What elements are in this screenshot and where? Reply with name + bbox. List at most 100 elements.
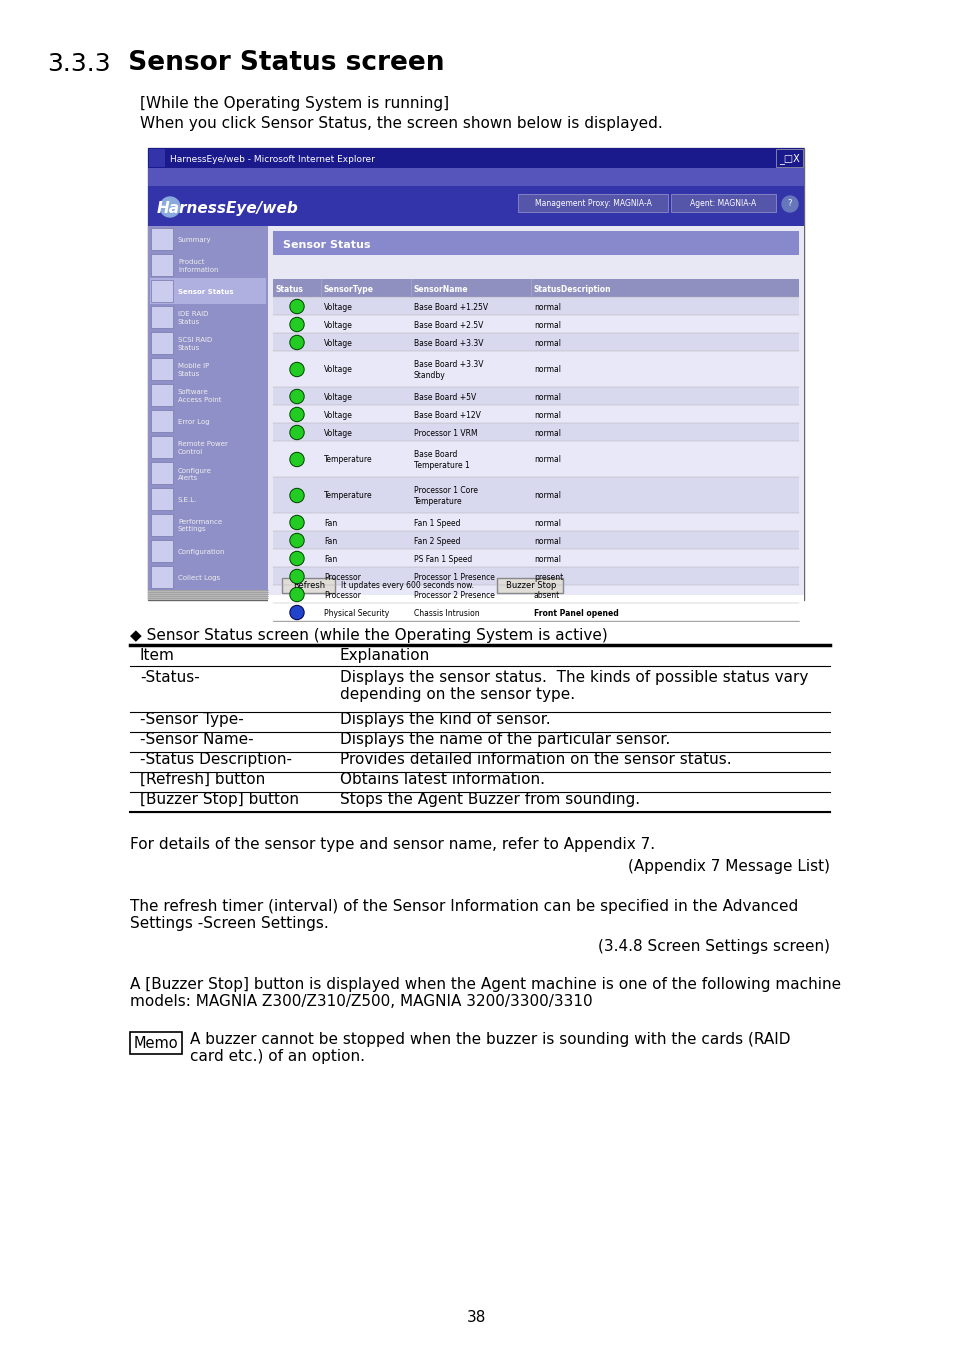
- Text: 3.3.3: 3.3.3: [47, 51, 111, 76]
- Bar: [151, 409, 172, 432]
- Circle shape: [290, 389, 304, 404]
- Text: Front Panel opened: Front Panel opened: [534, 608, 618, 617]
- Text: Temperature: Temperature: [324, 455, 373, 465]
- Text: Temperature: Temperature: [324, 492, 373, 500]
- Bar: [273, 351, 799, 386]
- Text: Configuration: Configuration: [178, 549, 225, 555]
- Bar: [273, 567, 799, 585]
- Bar: [273, 531, 799, 549]
- Circle shape: [290, 551, 304, 566]
- Text: Voltage: Voltage: [324, 303, 353, 312]
- Text: A buzzer cannot be stopped when the buzzer is sounding with the cards (RAID
card: A buzzer cannot be stopped when the buzz…: [190, 1032, 790, 1065]
- Bar: [151, 566, 172, 588]
- Text: Voltage: Voltage: [324, 428, 353, 438]
- Text: Memo: Memo: [133, 1035, 178, 1051]
- Bar: [148, 168, 803, 186]
- Text: Voltage: Voltage: [324, 339, 353, 347]
- Text: Processor 1 Core
Temperature: Processor 1 Core Temperature: [414, 486, 477, 505]
- Text: present: present: [534, 573, 562, 581]
- Circle shape: [291, 516, 303, 528]
- Circle shape: [290, 605, 304, 620]
- Text: normal: normal: [534, 554, 560, 563]
- Bar: [273, 386, 799, 405]
- Text: Collect Logs: Collect Logs: [178, 576, 220, 581]
- Text: Configure
Alerts: Configure Alerts: [178, 467, 212, 481]
- Text: The refresh timer (interval) of the Sensor Information can be specified in the A: The refresh timer (interval) of the Sens…: [130, 898, 798, 931]
- Bar: [151, 254, 172, 276]
- Text: Stops the Agent Buzzer from sounding.: Stops the Agent Buzzer from sounding.: [339, 792, 639, 807]
- Circle shape: [290, 453, 304, 466]
- Text: Voltage: Voltage: [324, 320, 353, 330]
- Text: IDE RAID
Status: IDE RAID Status: [178, 312, 208, 324]
- Text: _□X: _□X: [779, 154, 800, 165]
- Circle shape: [290, 426, 304, 439]
- Text: normal: normal: [534, 519, 560, 527]
- Text: Fan 1 Speed: Fan 1 Speed: [414, 519, 460, 527]
- Text: Processor 1 VRM: Processor 1 VRM: [414, 428, 477, 438]
- Text: -Status-: -Status-: [140, 670, 199, 685]
- Text: normal: normal: [534, 455, 560, 465]
- Bar: [273, 477, 799, 513]
- Text: Status: Status: [275, 285, 304, 293]
- Text: normal: normal: [534, 536, 560, 546]
- Text: Remote Power
Control: Remote Power Control: [178, 442, 228, 454]
- Bar: [151, 305, 172, 328]
- Text: Voltage: Voltage: [324, 411, 353, 420]
- Text: Refresh: Refresh: [293, 581, 325, 589]
- Bar: [151, 384, 172, 407]
- Text: HarnessEye/web: HarnessEye/web: [157, 200, 298, 216]
- Bar: [148, 226, 268, 600]
- Text: Buzzer Stop: Buzzer Stop: [505, 581, 556, 589]
- FancyBboxPatch shape: [282, 577, 335, 593]
- Bar: [273, 423, 799, 440]
- Bar: [130, 1032, 182, 1054]
- Text: Provides detailed information on the sensor status.: Provides detailed information on the sen…: [339, 753, 731, 767]
- Text: Explanation: Explanation: [339, 648, 430, 663]
- FancyBboxPatch shape: [497, 577, 563, 593]
- Text: Sensor Status: Sensor Status: [178, 289, 233, 295]
- Text: normal: normal: [534, 303, 560, 312]
- Circle shape: [291, 589, 303, 600]
- Text: PS Fan 1 Speed: PS Fan 1 Speed: [414, 554, 472, 563]
- Bar: [517, 195, 667, 212]
- Bar: [148, 149, 803, 168]
- Circle shape: [291, 553, 303, 565]
- Text: Fan 2 Speed: Fan 2 Speed: [414, 536, 460, 546]
- Circle shape: [291, 454, 303, 466]
- Text: Sensor Status screen: Sensor Status screen: [110, 50, 444, 76]
- Text: ◆ Sensor Status screen (while the Operating System is active): ◆ Sensor Status screen (while the Operat…: [130, 628, 607, 643]
- Bar: [273, 585, 799, 603]
- Circle shape: [290, 516, 304, 530]
- Bar: [273, 332, 799, 351]
- Text: Base Board +12V: Base Board +12V: [414, 411, 480, 420]
- Text: Fan: Fan: [324, 536, 337, 546]
- Circle shape: [160, 197, 180, 218]
- Text: Processor: Processor: [324, 590, 360, 600]
- Text: Fan: Fan: [324, 554, 337, 563]
- Circle shape: [290, 335, 304, 350]
- Text: Mobile IP
Status: Mobile IP Status: [178, 363, 209, 377]
- Text: normal: normal: [534, 411, 560, 420]
- Bar: [150, 278, 266, 304]
- Text: Obtains latest information.: Obtains latest information.: [339, 771, 544, 788]
- Bar: [151, 462, 172, 484]
- Text: Displays the sensor status.  The kinds of possible status vary
depending on the : Displays the sensor status. The kinds of…: [339, 670, 807, 703]
- Bar: [273, 440, 799, 477]
- Bar: [148, 590, 268, 600]
- Circle shape: [291, 390, 303, 403]
- Bar: [151, 358, 172, 380]
- Text: normal: normal: [534, 339, 560, 347]
- Bar: [151, 488, 172, 509]
- Text: (Appendix 7 Message List): (Appendix 7 Message List): [627, 859, 829, 874]
- Text: For details of the sensor type and sensor name, refer to Appendix 7.: For details of the sensor type and senso…: [130, 838, 655, 852]
- Text: Displays the name of the particular sensor.: Displays the name of the particular sens…: [339, 732, 670, 747]
- Bar: [268, 594, 803, 621]
- Text: absent: absent: [534, 590, 559, 600]
- Text: Displays the kind of sensor.: Displays the kind of sensor.: [339, 712, 550, 727]
- Text: Base Board +5V: Base Board +5V: [414, 393, 476, 401]
- Bar: [273, 280, 799, 297]
- Text: [While the Operating System is running]: [While the Operating System is running]: [140, 96, 449, 111]
- Text: Agent: MAGNIA-A: Agent: MAGNIA-A: [690, 200, 756, 208]
- Text: Fan: Fan: [324, 519, 337, 527]
- Bar: [151, 436, 172, 458]
